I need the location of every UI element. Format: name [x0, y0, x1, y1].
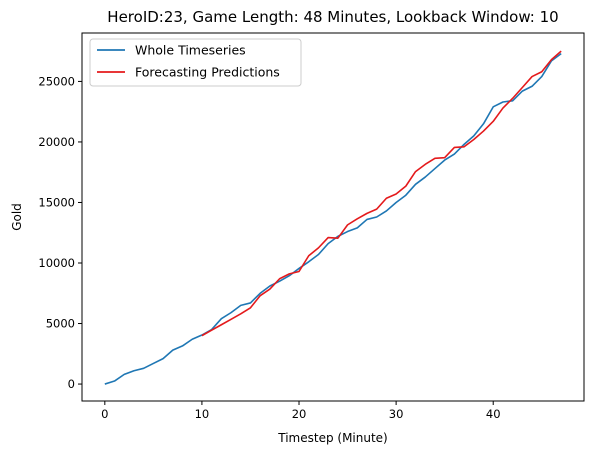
y-tick-label: 20000	[38, 135, 75, 149]
plot-frame	[81, 32, 585, 402]
legend: Whole Timeseries Forecasting Predictions	[89, 38, 302, 87]
series-line-2	[201, 50, 562, 337]
x-tick-label: 20	[292, 407, 307, 421]
x-axis: 0 10 20 30 40	[101, 401, 501, 421]
series-line-1	[104, 52, 562, 385]
x-tick-label: 10	[195, 407, 210, 421]
y-tick-label: 25000	[38, 74, 75, 88]
x-tick-label: 30	[389, 407, 404, 421]
y-axis-label: Gold	[10, 203, 24, 231]
x-tick-label: 0	[101, 407, 108, 421]
y-tick-label: 5000	[46, 317, 75, 331]
chart-title: HeroID:23, Game Length: 48 Minutes, Look…	[107, 8, 558, 26]
x-tick-label: 40	[486, 407, 501, 421]
legend-entry: Forecasting Predictions	[135, 65, 280, 80]
series-layer	[104, 50, 562, 385]
legend-entry: Whole Timeseries	[135, 43, 246, 58]
y-axis: 0 5000 10000 15000 20000 25000	[38, 74, 82, 391]
x-axis-label: Timestep (Minute)	[277, 431, 388, 445]
legend-box	[89, 38, 302, 87]
y-tick-label: 0	[68, 377, 75, 391]
y-tick-label: 10000	[38, 256, 75, 270]
y-tick-label: 15000	[38, 195, 75, 209]
